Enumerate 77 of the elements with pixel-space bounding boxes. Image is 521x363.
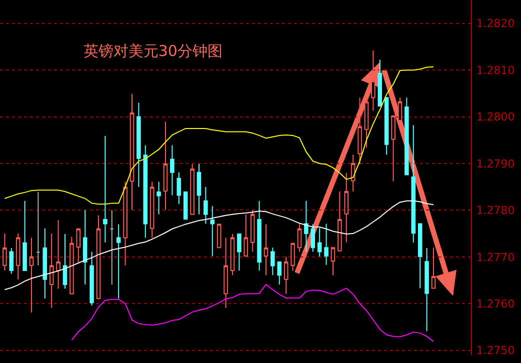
candlestick (62, 234, 68, 290)
y-tick-label: 1.2790 (476, 157, 515, 170)
y-tick-label: 1.2810 (476, 64, 515, 77)
candlestick (196, 163, 202, 215)
candlestick (324, 223, 328, 266)
y-tick-label: 1.2770 (476, 250, 515, 264)
candlestick (237, 234, 242, 271)
candlestick (244, 214, 248, 256)
y-tick-label: 1.2800 (476, 110, 515, 124)
candlestick (183, 191, 188, 220)
candlestick (277, 262, 282, 285)
candlestick (143, 144, 148, 238)
candlestick (404, 97, 409, 176)
candlestick (16, 233, 20, 280)
candlestick (250, 210, 255, 252)
candlestick (424, 248, 429, 332)
candlestick (350, 154, 356, 192)
line-series (71, 284, 434, 342)
candlestick (398, 97, 402, 122)
candlestick (284, 256, 288, 294)
candlestick (297, 224, 302, 252)
candlestick (216, 224, 222, 248)
candlestick (391, 115, 396, 182)
line-series (4, 200, 434, 290)
candlestick (371, 50, 376, 112)
candlestick (163, 121, 168, 210)
candlestick (96, 214, 101, 299)
candlestick (190, 163, 194, 215)
candlestick (29, 237, 34, 313)
candlestick (156, 181, 161, 215)
candlestick (123, 181, 128, 266)
candlestick (204, 186, 208, 224)
candlestick (90, 251, 94, 306)
candlestick (270, 247, 275, 276)
candlestick (76, 228, 81, 263)
candlestick (411, 124, 416, 243)
candlestick (130, 93, 134, 210)
y-tick-label: 1.2760 (476, 297, 515, 310)
candlestick (70, 236, 74, 294)
candlestick (82, 210, 88, 285)
candlestick (310, 224, 316, 252)
y-tick-label: 1.2820 (476, 17, 515, 30)
candlestick (344, 172, 349, 243)
candlestick (230, 234, 235, 276)
candlestick (384, 97, 389, 156)
candlestick (264, 224, 268, 276)
y-tick-label: 1.2780 (476, 204, 515, 218)
candlestick (364, 97, 369, 148)
text: 英镑对美元30分钟图 (83, 42, 222, 60)
candlestick (378, 59, 382, 107)
candlestick (431, 247, 436, 289)
candlestick (42, 228, 48, 299)
candlestick (22, 200, 27, 271)
y-tick-label: 1.2750 (476, 344, 515, 358)
candlestick (358, 97, 362, 165)
candlestick (290, 242, 295, 272)
candlestick (150, 181, 154, 238)
candlestick (9, 248, 14, 274)
candlestick (338, 191, 342, 252)
candlestick (418, 223, 422, 289)
candlestick (317, 227, 322, 257)
candlestick (176, 172, 182, 205)
candlestick (116, 224, 121, 299)
candlestick (103, 135, 108, 243)
candlestick (170, 144, 174, 196)
line-series (4, 66, 434, 205)
candlestick (304, 200, 308, 252)
candlestick (110, 210, 114, 285)
candlestick (36, 191, 40, 266)
candlestick (210, 205, 215, 256)
candlestick (136, 102, 141, 188)
candlestick (49, 233, 54, 308)
candlestick (224, 237, 228, 308)
candlestick (56, 220, 60, 290)
candlestick (257, 200, 262, 271)
candlestick (330, 247, 336, 276)
candlestick (2, 233, 7, 271)
